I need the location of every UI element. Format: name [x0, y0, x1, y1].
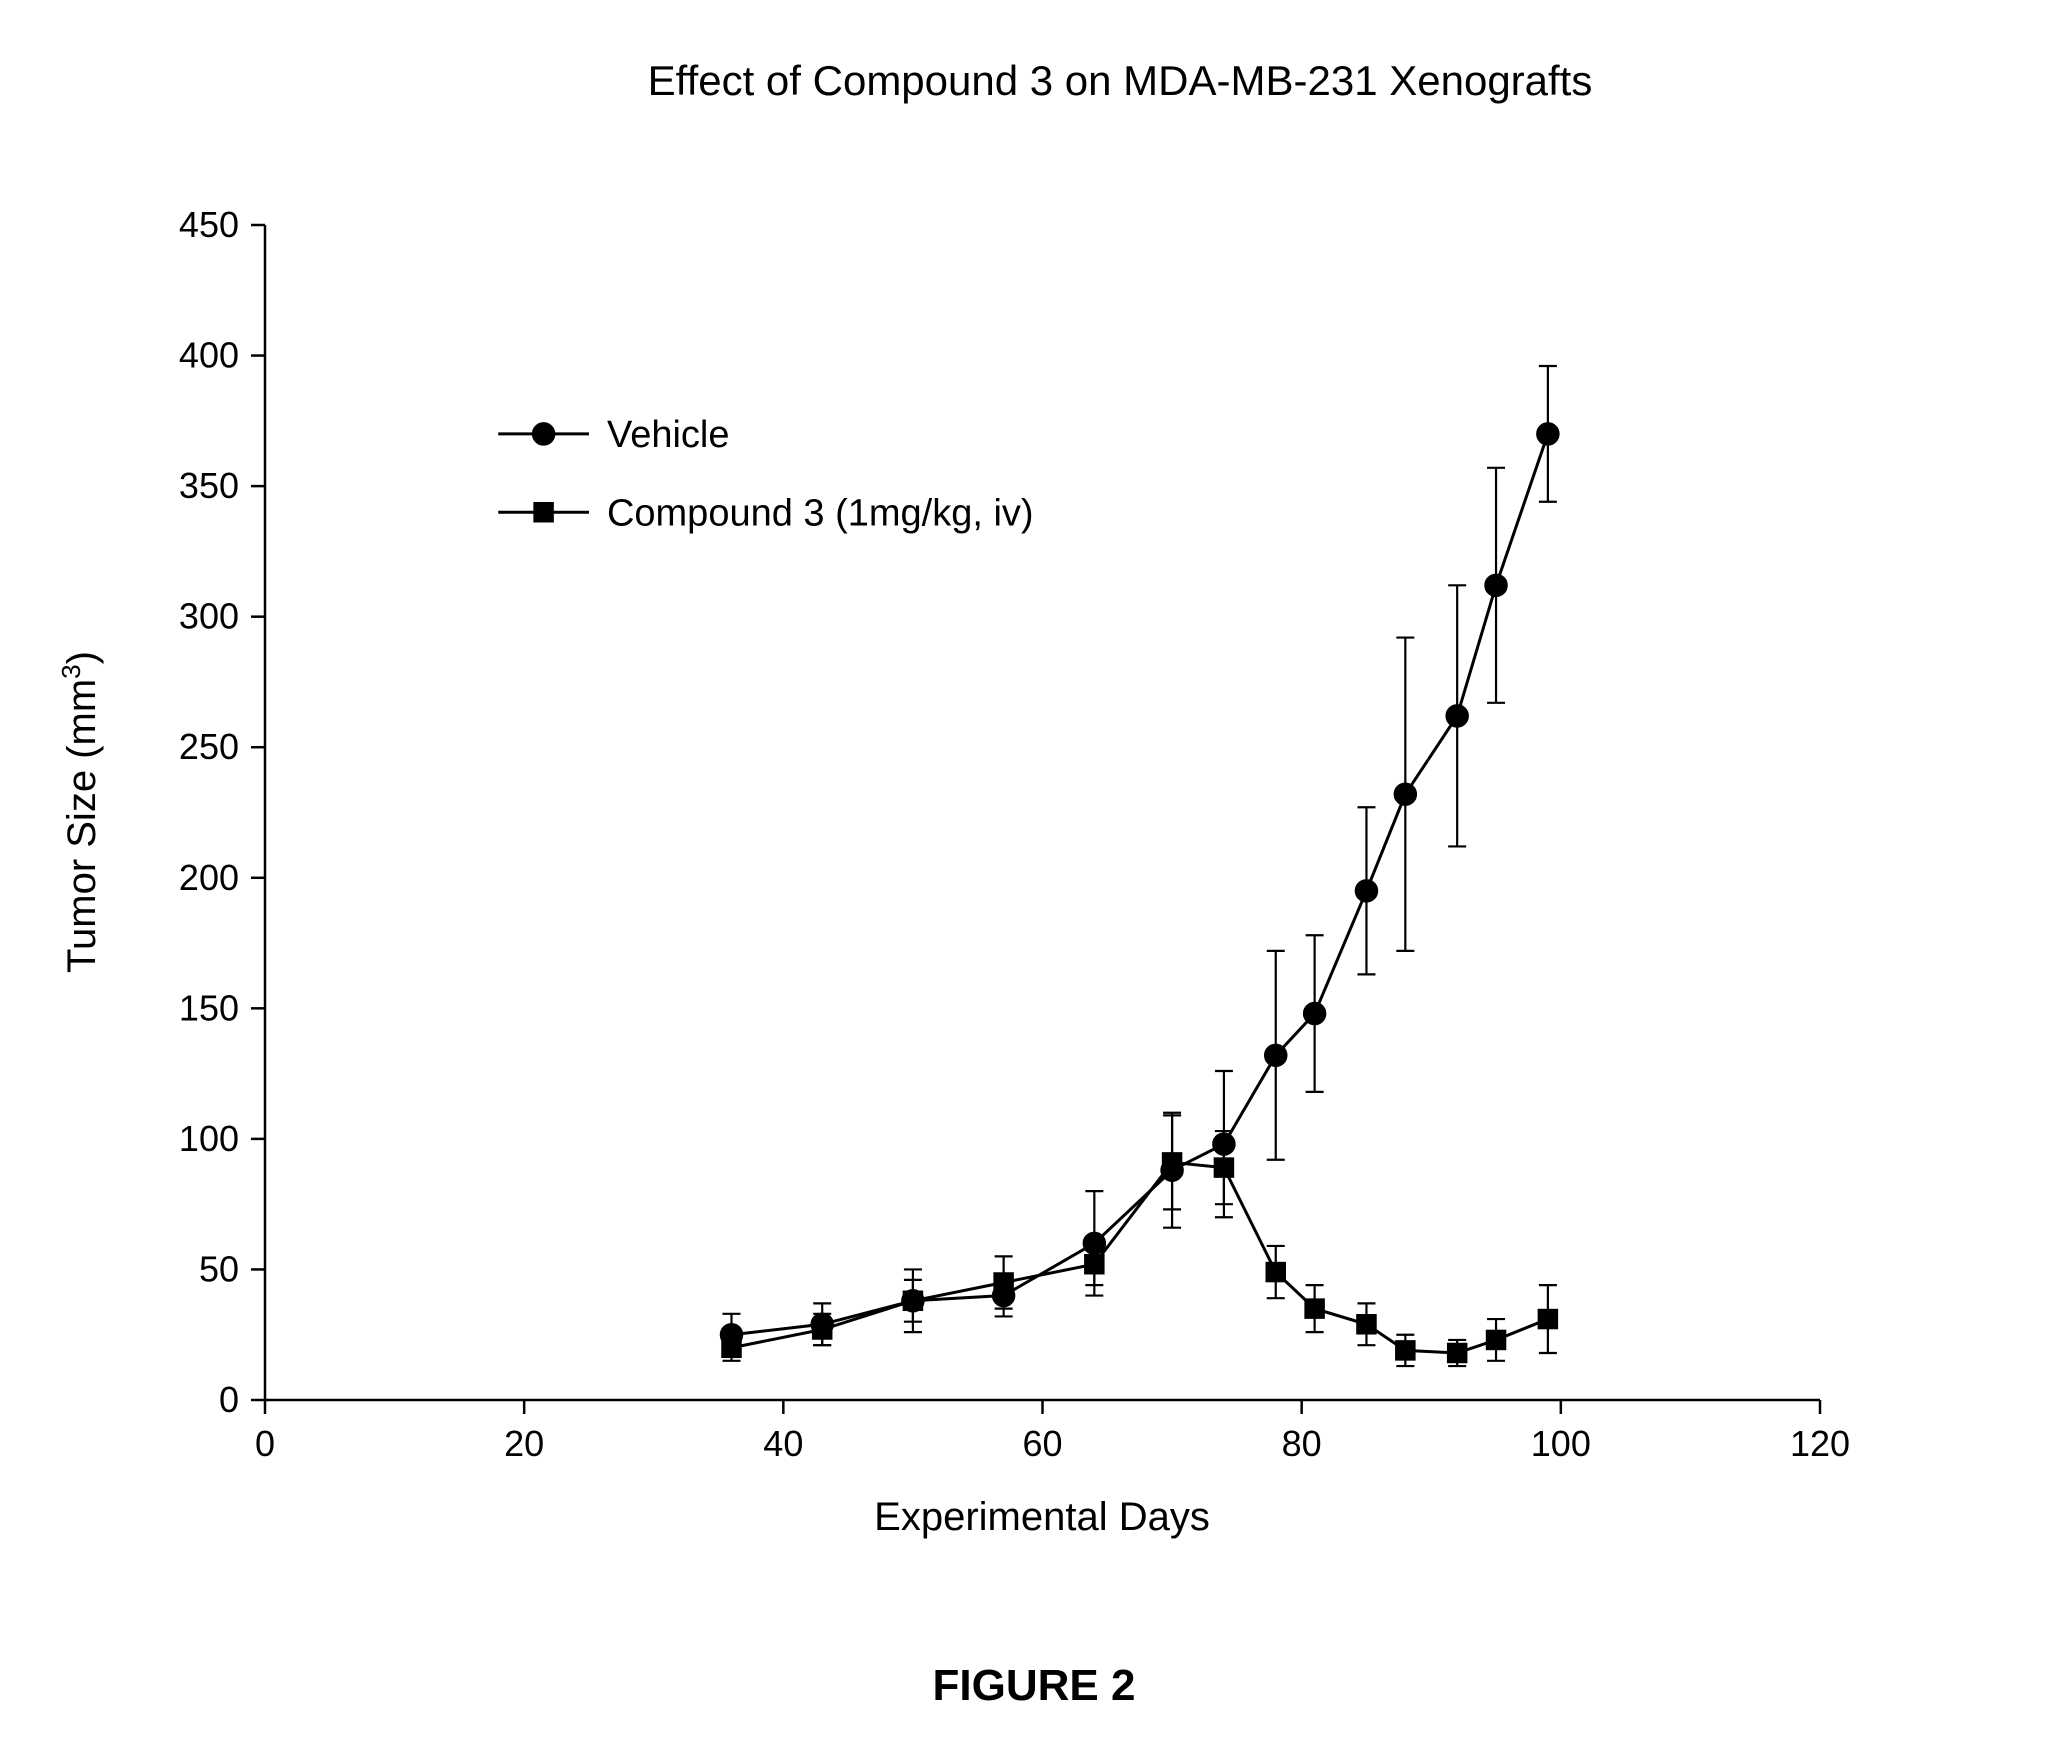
marker-square [1305, 1299, 1324, 1318]
marker-square [903, 1291, 922, 1310]
x-tick-label: 60 [1022, 1423, 1062, 1464]
y-tick-label: 100 [179, 1118, 239, 1159]
y-tick-label: 150 [179, 987, 239, 1028]
marker-square [1266, 1263, 1285, 1282]
marker-square [1538, 1310, 1557, 1329]
x-tick-label: 100 [1531, 1423, 1591, 1464]
y-tick-label: 300 [179, 596, 239, 637]
y-axis-label-group: Tumor Size (mm3) [56, 651, 104, 973]
marker-square [1396, 1341, 1415, 1360]
y-tick-label: 450 [179, 204, 239, 245]
marker-square [1163, 1153, 1182, 1172]
marker-square [1214, 1158, 1233, 1177]
y-tick-label: 400 [179, 335, 239, 376]
x-tick-label: 120 [1790, 1423, 1850, 1464]
marker-square [722, 1338, 741, 1357]
marker-circle [1304, 1003, 1326, 1025]
chart-title: Effect of Compound 3 on MDA-MB-231 Xenog… [648, 57, 1593, 104]
x-tick-label: 20 [504, 1423, 544, 1464]
marker-circle [1446, 705, 1468, 727]
figure-label: FIGURE 2 [933, 1661, 1136, 1710]
marker-circle [1537, 423, 1559, 445]
marker-square [994, 1273, 1013, 1292]
marker-circle [533, 423, 555, 445]
x-tick-label: 0 [255, 1423, 275, 1464]
y-axis-label: Tumor Size (mm3) [56, 651, 104, 973]
chart-container: Effect of Compound 3 on MDA-MB-231 Xenog… [0, 0, 2068, 1754]
marker-circle [1355, 880, 1377, 902]
y-tick-label: 50 [199, 1248, 239, 1289]
marker-circle [1394, 783, 1416, 805]
x-axis-label: Experimental Days [874, 1495, 1210, 1539]
x-tick-label: 80 [1282, 1423, 1322, 1464]
y-tick-label: 250 [179, 726, 239, 767]
chart-svg: Effect of Compound 3 on MDA-MB-231 Xenog… [0, 0, 2068, 1754]
marker-square [1357, 1315, 1376, 1334]
x-tick-label: 40 [763, 1423, 803, 1464]
marker-square [534, 503, 553, 522]
y-tick-label: 350 [179, 465, 239, 506]
marker-square [1085, 1255, 1104, 1274]
legend-label: Compound 3 (1mg/kg, iv) [607, 493, 1034, 535]
legend-label: Vehicle [607, 414, 730, 456]
marker-square [1448, 1344, 1467, 1363]
marker-square [813, 1320, 832, 1339]
marker-circle [1265, 1044, 1287, 1066]
marker-square [1487, 1330, 1506, 1349]
marker-circle [1485, 574, 1507, 596]
y-tick-label: 0 [219, 1379, 239, 1420]
y-tick-label: 200 [179, 857, 239, 898]
